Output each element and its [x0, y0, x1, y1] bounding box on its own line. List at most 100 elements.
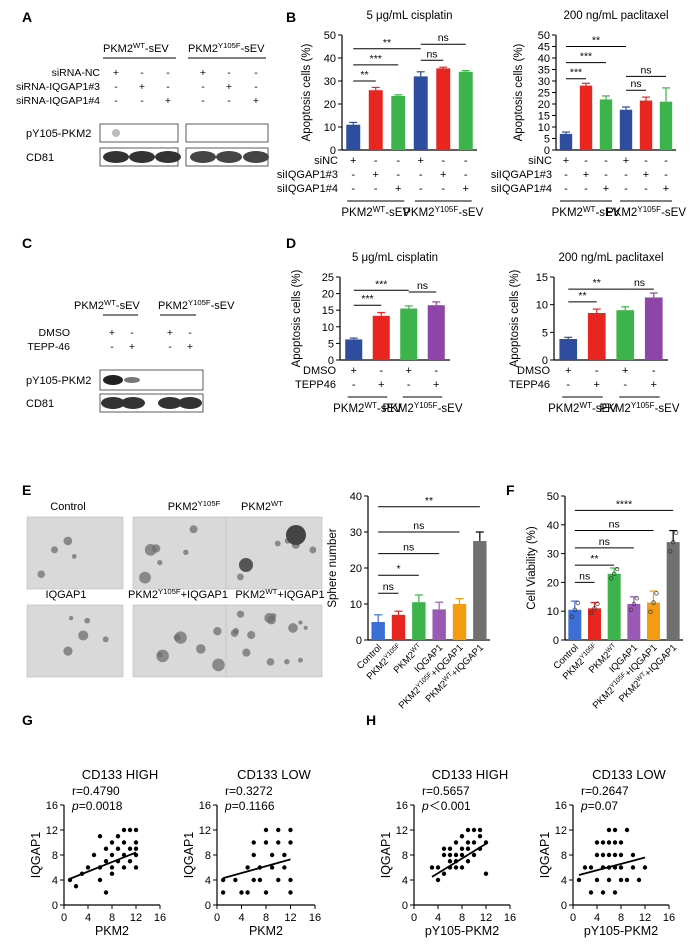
blot-band [112, 129, 120, 137]
image-label: PKM2WT+IQGAP1 [235, 587, 324, 601]
data-point [239, 890, 244, 895]
data-point [115, 846, 121, 851]
data-point [569, 614, 574, 619]
sphere [286, 525, 306, 545]
sphere [284, 659, 290, 665]
data-point [85, 865, 91, 870]
blot-band [121, 397, 145, 409]
x-tick-label: 8 [263, 912, 269, 924]
blot-group-wt: PKM2WT-sEV [103, 41, 169, 55]
data-point [429, 865, 435, 870]
correlation-r: r=0.4790 [72, 784, 120, 798]
regression-line [578, 856, 646, 876]
sphere [288, 623, 298, 633]
bar [644, 297, 663, 360]
significance-label: ns [438, 32, 449, 44]
data-point [671, 539, 676, 545]
data-point [618, 865, 624, 870]
label-suffix: -sEV [211, 300, 236, 312]
blot-label: CD81 [26, 152, 54, 164]
panel-letter-E: E [22, 482, 31, 498]
data-point [612, 890, 618, 895]
sphere [63, 536, 73, 546]
y-axis-label: IQGAP1 [538, 832, 552, 879]
treatment-sign: - [379, 365, 383, 377]
chart-title: 200 ng/mL paclitaxel [563, 10, 668, 22]
treatment-sign: - [396, 155, 400, 167]
significance-label: *** [361, 293, 373, 305]
p-value: p=0.0018 [71, 799, 123, 813]
x-axis-label: PKM2 [95, 924, 129, 938]
label-sup: WT [579, 401, 592, 410]
blot-band [158, 397, 182, 409]
p-rest: ＜0.001 [429, 799, 471, 813]
panel-letter-C: C [22, 235, 32, 251]
y-tick-label: 15 [322, 305, 334, 317]
significance-label: ns [630, 78, 641, 90]
y-tick-label: 0 [542, 355, 548, 367]
y-tick-label: 45 [538, 42, 550, 54]
x-tick-label: 4 [238, 912, 244, 924]
y-tick-label: 0 [402, 900, 408, 912]
regression-line [69, 851, 137, 880]
data-point [648, 609, 653, 614]
treatment-sign: - [166, 81, 170, 93]
label-base: PKM2 [606, 207, 637, 219]
y-tick-label: 10 [538, 122, 550, 134]
treatment-sign: - [114, 95, 118, 107]
label-suffix: -sEV [592, 403, 617, 415]
significance-label: *** [570, 67, 582, 79]
label-base: PKM2 [341, 207, 372, 219]
y-tick-label: 5 [542, 327, 548, 339]
data-point [588, 890, 594, 895]
y-tick-label: 8 [402, 850, 408, 862]
label-sup: WT [410, 642, 422, 654]
label-suffix: +IQGAP1 [181, 589, 228, 601]
x-group-label: PKM2WT-sEV [341, 205, 410, 219]
bar [372, 315, 390, 360]
bar [473, 541, 487, 640]
image-label: IQGAP1 [46, 589, 87, 601]
sphere [183, 549, 189, 555]
y-tick-label: 40 [547, 520, 559, 532]
sphere [230, 629, 239, 637]
chart-title: CD133 HIGH [82, 767, 159, 782]
data-point [103, 859, 109, 864]
data-point [600, 852, 606, 858]
bar [559, 338, 578, 360]
x-tick-label: 0 [214, 912, 220, 924]
bar [587, 312, 606, 360]
data-point [251, 852, 256, 858]
treatment-sign: - [644, 155, 648, 167]
significance-label: ** [593, 277, 601, 289]
data-point [245, 890, 250, 895]
y-tick-label: 40 [350, 491, 362, 503]
chart-B1: 5 μg/mL cisplatin 0 10 20 30 40 50 Apoptosis ce… [277, 10, 484, 219]
treatment-sign: - [114, 81, 118, 93]
sphere [157, 559, 163, 566]
data-point [459, 865, 465, 870]
data-point [282, 865, 287, 870]
data-point [263, 840, 269, 845]
treatment-sign: - [595, 365, 599, 377]
data-point [245, 865, 250, 870]
bar [391, 614, 406, 640]
y-tick-label: 30 [324, 76, 336, 88]
data-point [251, 877, 256, 883]
x-tick-label: 4 [594, 912, 600, 924]
treatment-sign: + [226, 81, 232, 93]
treatment-sign: + [418, 155, 424, 167]
treatment-sign: - [419, 169, 423, 181]
y-tick-label: 8 [205, 850, 211, 862]
sphere [236, 610, 245, 618]
bar [568, 609, 582, 640]
data-point [592, 606, 597, 611]
blot-group-wt: PKM2WT-sEV [74, 298, 140, 312]
treatment-sign: + [565, 365, 571, 377]
treatment-sign: - [644, 183, 648, 195]
treatment-sign: - [140, 67, 144, 79]
x-tick-label: 12 [480, 912, 492, 924]
x-tick-label: 12 [130, 912, 142, 924]
p-value: p=0.1166 [224, 799, 275, 813]
data-point [441, 846, 447, 851]
